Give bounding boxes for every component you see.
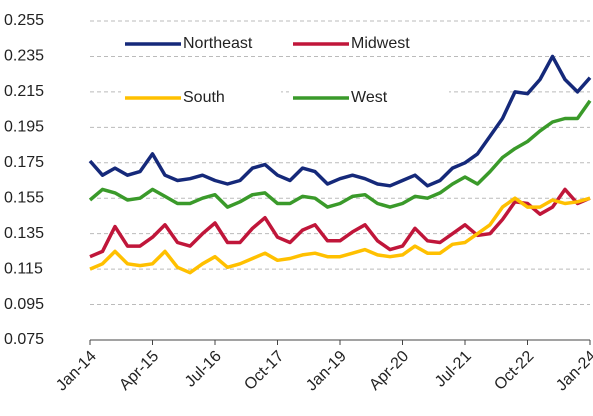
legend-label: South	[183, 89, 225, 106]
x-tick-label: Oct-17	[241, 348, 287, 394]
x-tick-label: Jan-24	[553, 348, 593, 395]
y-tick-label: 0.135	[4, 225, 44, 242]
x-tick-label: Apr-20	[366, 348, 412, 394]
legend-label: Northeast	[183, 35, 253, 52]
y-tick-label: 0.235	[4, 48, 44, 65]
y-tick-label: 0.215	[4, 83, 44, 100]
y-tick-label: 0.155	[4, 189, 44, 206]
legend-label: Midwest	[351, 35, 410, 52]
line-series	[88, 54, 592, 188]
line-series	[89, 187, 591, 259]
line-series	[89, 196, 591, 275]
x-tick-label: Jan-19	[303, 348, 350, 395]
legend-label: West	[351, 89, 388, 106]
x-tick-label: Jan-14	[53, 348, 100, 395]
x-tick-label: Oct-22	[491, 348, 537, 394]
line-series	[88, 99, 592, 209]
y-tick-label: 0.075	[4, 331, 44, 348]
x-tick-label: Jul-16	[182, 348, 225, 391]
y-tick-label: 0.175	[4, 154, 44, 171]
y-tick-label: 0.095	[4, 296, 44, 313]
y-tick-label: 0.115	[4, 260, 43, 277]
x-tick-label: Jul-21	[432, 348, 475, 391]
y-tick-label: 0.195	[4, 119, 44, 136]
y-tick-label: 0.255	[4, 12, 44, 29]
x-tick-label: Apr-15	[116, 348, 162, 394]
